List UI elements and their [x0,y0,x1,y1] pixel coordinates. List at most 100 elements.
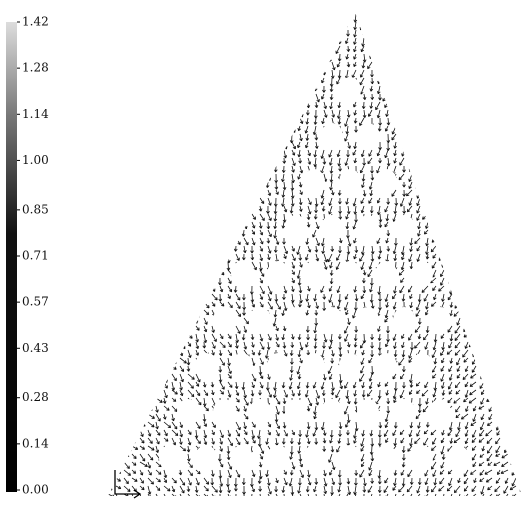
vector-arrow [332,62,335,70]
vector-arrow [338,54,341,61]
vector-arrow [188,182,192,190]
vector-arrow [457,134,460,139]
vector-arrow [140,238,144,243]
vector-arrow [457,158,460,164]
vector-arrow [332,478,335,485]
vector-arrow [116,350,121,354]
vector-arrow [300,86,303,91]
vector-arrow [477,38,484,42]
vector-arrow [108,446,115,450]
vector-arrow [354,118,357,123]
vector-arrow [387,398,390,404]
vector-arrow [260,334,263,341]
vector-arrow [449,374,452,380]
vector-arrow [315,102,318,108]
vector-arrow [489,390,492,394]
vector-arrow [379,158,382,163]
vector-arrow [244,54,247,62]
vector-arrow [354,342,357,347]
vector-arrow [180,326,184,333]
vector-arrow [236,142,239,147]
vector-arrow [487,326,492,333]
vector-arrow [478,22,484,26]
vector-arrow [300,342,303,350]
vector-arrow [503,230,508,233]
vector-arrow [132,206,135,212]
vector-arrow [511,350,516,353]
vector-arrow [283,214,286,222]
vector-arrow [386,110,389,117]
vector-arrow [292,462,295,469]
vector-arrow [291,294,294,303]
vector-arrow [481,374,484,379]
vector-arrow [455,326,460,333]
hole [285,307,307,333]
vector-arrow [140,454,145,461]
vector-arrow [440,278,444,285]
vector-arrow [204,86,207,92]
vector-arrow [179,22,182,27]
vector-arrow [455,46,460,52]
vector-arrow [465,366,468,372]
vector-arrow [504,158,508,166]
vector-arrow [463,230,468,234]
vector-arrow [292,270,295,275]
vector-arrow [352,70,356,78]
vector-arrow [100,134,104,139]
vector-arrow [432,214,436,219]
vector-arrow [227,118,230,126]
vector-arrow [228,382,232,388]
vector-arrow [100,70,105,76]
vector-arrow [417,150,420,155]
vector-arrow [172,14,175,20]
vector-arrow [371,78,374,84]
vector-arrow [464,14,468,19]
vector-arrow [324,254,327,262]
vector-arrow [298,126,301,131]
vector-arrow [472,430,476,437]
vector-arrow [481,310,484,319]
vector-arrow [259,470,262,479]
vector-arrow [188,438,191,445]
vector-arrow [291,110,294,115]
vector-arrow [252,238,255,245]
vector-arrow [417,198,420,206]
vector-arrow [140,398,145,404]
vector-arrow [100,254,106,257]
vector-arrow [124,14,131,18]
vector-arrow [204,62,207,69]
vector-arrow [416,382,420,386]
vector-arrow [417,254,420,262]
vector-arrow [148,286,151,292]
vector-arrow [156,278,163,283]
vector-arrow [481,286,484,292]
vector-arrow [415,78,420,85]
vector-arrow [228,374,231,378]
vector-arrow [290,358,293,364]
vector-arrow [479,134,484,141]
vector-arrow [228,22,231,29]
vector-arrow [471,118,476,123]
vector-arrow [180,374,184,382]
vector-arrow [416,390,420,394]
vector-arrow [212,350,215,355]
vector-arrow [108,110,112,115]
vector-arrow [384,78,388,85]
vector-arrow [156,246,160,250]
vector-arrow [100,310,104,315]
vector-arrow [140,390,145,393]
vector-arrow [502,78,508,83]
vector-arrow [488,54,492,57]
vector-arrow [180,302,185,306]
vector-arrow [188,86,191,94]
vector-arrow [236,190,239,196]
vector-arrow [171,286,174,291]
vector-arrow [330,262,333,268]
vector-arrow [503,286,508,292]
vector-arrow [456,174,460,178]
vector-arrow [449,478,452,486]
vector-arrow [417,126,420,130]
vector-arrow [426,126,429,132]
vector-arrow [156,22,161,27]
vector-arrow [410,134,413,139]
